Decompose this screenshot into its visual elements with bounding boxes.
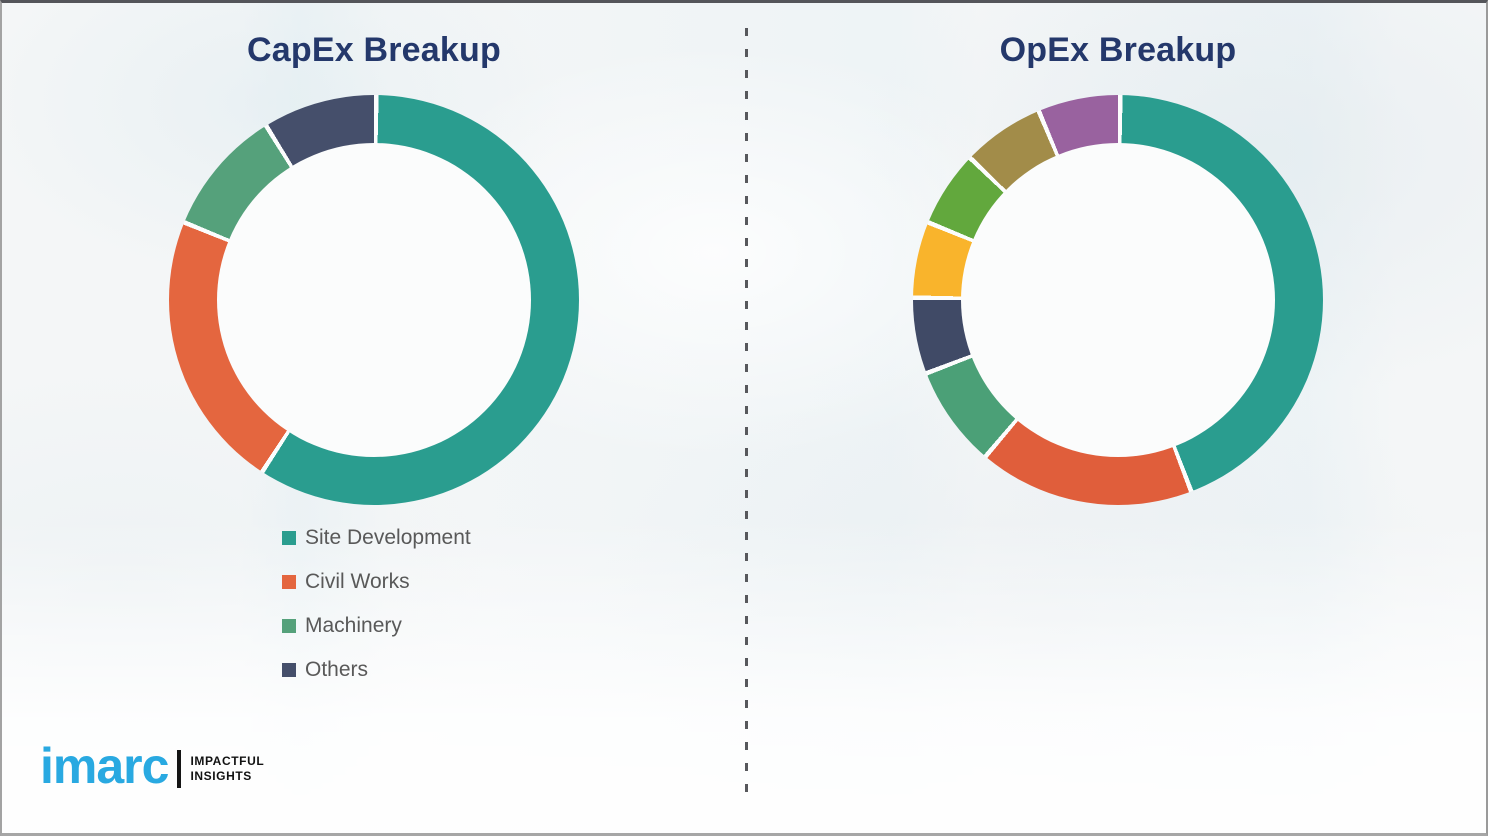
opex-panel: OpEx Breakup Raw Materials Salaries and … (746, 3, 1486, 833)
capex-legend: Site Development Civil Works Machinery O… (282, 516, 471, 692)
logo-divider-bar (177, 750, 182, 788)
legend-item: Machinery (282, 604, 471, 648)
legend-label: Site Development (305, 526, 471, 549)
tagline-line1: IMPACTFUL (190, 754, 265, 768)
capex-panel: CapEx Breakup Site Development Civil Wor… (2, 3, 746, 833)
legend-swatch-icon (282, 663, 296, 677)
legend-label: Others (305, 658, 369, 681)
capex-donut-hole (217, 143, 531, 457)
imarc-logo: imarc IMPACTFUL INSIGHTS (40, 741, 264, 791)
vertical-dashed-divider (745, 28, 748, 793)
tagline-line2: INSIGHTS (190, 769, 252, 783)
opex-donut-chart (913, 95, 1323, 505)
capex-title: CapEx Breakup (247, 31, 501, 69)
legend-swatch-icon (282, 531, 296, 545)
legend-item: Others (282, 648, 471, 692)
opex-donut-hole (961, 143, 1275, 457)
legend-swatch-icon (282, 575, 296, 589)
legend-swatch-icon (282, 619, 296, 633)
imarc-logo-wordmark: imarc (40, 738, 169, 794)
capex-donut-chart (169, 95, 579, 505)
legend-item: Civil Works (282, 560, 471, 604)
legend-label: Civil Works (305, 570, 410, 593)
legend-label: Machinery (305, 614, 402, 637)
opex-title: OpEx Breakup (999, 31, 1237, 69)
legend-item: Site Development (282, 516, 471, 560)
logo-tagline: IMPACTFUL INSIGHTS (190, 754, 264, 784)
